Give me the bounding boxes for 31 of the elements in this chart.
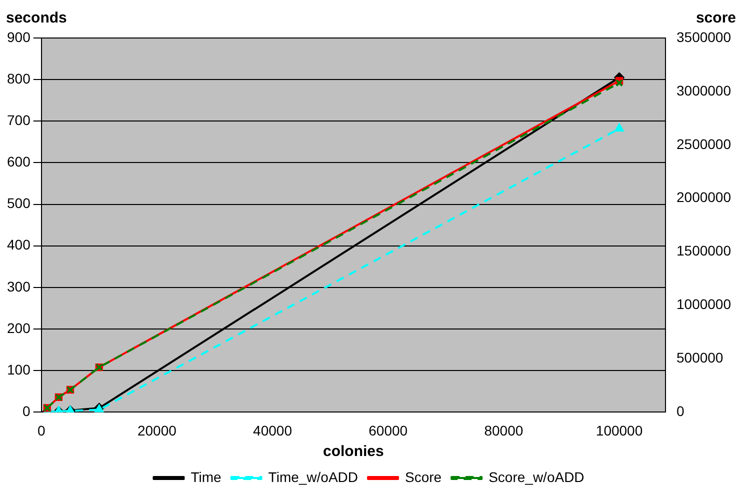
y2-axis-title: score <box>696 10 736 27</box>
y-tick-label: 200 <box>7 320 31 336</box>
y2-tick-label: 3500000 <box>676 28 732 45</box>
y-tick-label: 600 <box>7 154 31 170</box>
y-tick-label: 100 <box>7 361 31 378</box>
y2-tick-label: 2000000 <box>676 189 732 206</box>
y-axis-title: seconds <box>6 10 67 27</box>
x-tick-label: 0 <box>37 422 46 438</box>
x-tick-label: 100000 <box>596 422 643 438</box>
y-tick-label: 800 <box>7 70 31 86</box>
x-tick-label: 40000 <box>253 422 292 438</box>
legend-label: Time_w/oADD <box>268 468 358 485</box>
x-tick-label: 20000 <box>137 422 177 438</box>
y-tick-label: 900 <box>7 28 31 45</box>
x-tick-label: 60000 <box>368 422 408 438</box>
legend-label: Score <box>405 468 442 485</box>
y-tick-label: 400 <box>7 236 31 253</box>
y2-tick-label: 1500000 <box>676 242 732 259</box>
y2-tick-label: 3000000 <box>676 82 732 98</box>
y2-tick-label: 1000000 <box>676 296 732 312</box>
x-axis-title: colonies <box>323 443 384 460</box>
y2-tick-label: 2500000 <box>676 136 732 152</box>
x-tick-label: 80000 <box>484 422 524 438</box>
y2-tick-label: 500000 <box>676 350 724 366</box>
y-tick-label: 500 <box>7 195 31 212</box>
y-tick-label: 0 <box>22 403 31 420</box>
y-tick-label: 700 <box>7 112 31 128</box>
legend-label: Score_w/oADD <box>488 468 584 485</box>
y-tick-label: 300 <box>7 278 31 294</box>
y2-tick-label: 0 <box>676 403 684 420</box>
legend-label: Time <box>190 468 222 485</box>
